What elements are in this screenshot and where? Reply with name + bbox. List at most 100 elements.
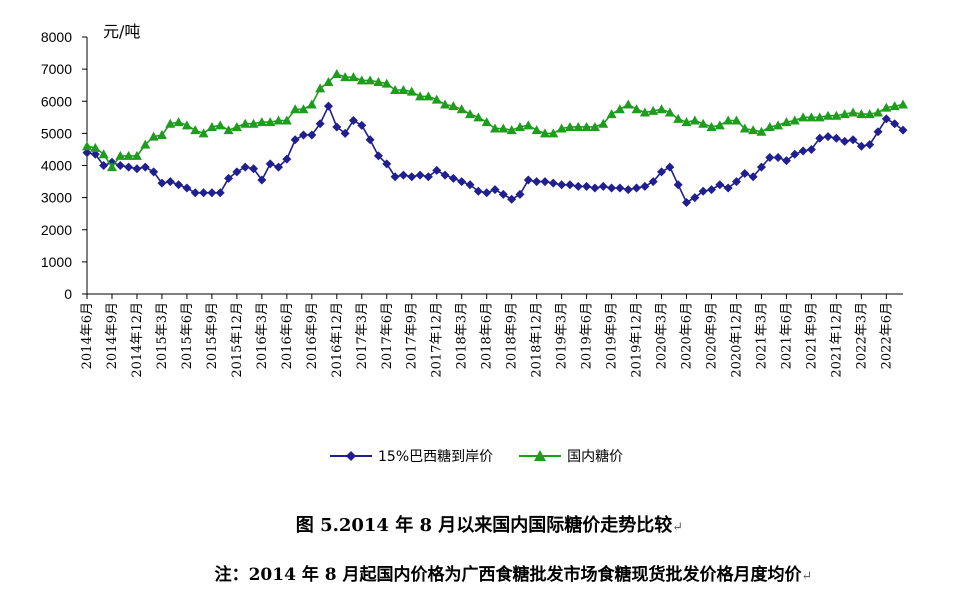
data-point	[348, 72, 359, 82]
data-point	[157, 178, 167, 188]
data-point	[698, 118, 709, 128]
data-point	[165, 177, 175, 187]
data-point	[823, 110, 834, 120]
data-point	[814, 112, 825, 122]
data-point	[415, 170, 425, 180]
data-point	[714, 120, 725, 130]
data-point	[232, 167, 242, 177]
data-point	[373, 151, 383, 161]
data-point	[664, 107, 675, 117]
data-point	[798, 112, 809, 122]
data-point	[514, 121, 525, 131]
chart-legend: 15%巴西糖到岸价 国内糖价	[330, 445, 623, 467]
data-point	[298, 104, 309, 114]
x-tick-label: 2015年9月	[205, 302, 220, 369]
data-point	[815, 133, 825, 143]
x-tick-label: 2019年6月	[580, 302, 595, 369]
data-point	[240, 118, 251, 128]
data-point	[99, 161, 109, 170]
data-point	[465, 180, 475, 190]
data-point	[648, 105, 659, 115]
figure-note: 注：2014 年 8 月起国内价格为广西食糖批发市场食糖现货批发价格月度均价	[214, 565, 802, 585]
figure-note-row: 注：2014 年 8 月起国内价格为广西食糖批发市场食糖现货批发价格月度均价↵	[48, 560, 979, 585]
data-point	[440, 170, 450, 180]
data-point	[657, 167, 667, 177]
data-point	[898, 125, 908, 135]
x-tick-label: 2021年6月	[779, 302, 794, 369]
data-point	[198, 128, 209, 138]
x-tick-label: 2019年3月	[555, 302, 570, 369]
data-point	[307, 130, 317, 140]
data-point	[756, 126, 767, 136]
data-point	[90, 149, 100, 159]
data-point	[607, 183, 617, 193]
data-point	[148, 131, 159, 141]
data-point	[490, 123, 500, 133]
data-point	[273, 115, 284, 125]
x-tick-label: 2021年12月	[829, 302, 844, 378]
return-mark-icon: ↵	[801, 569, 813, 584]
data-point	[215, 120, 226, 130]
y-axis-ticks: 0 1000 2000 3000 4000 5000 6000 7000 8000	[41, 29, 87, 302]
data-point	[673, 180, 683, 190]
data-point	[265, 159, 275, 169]
x-tick-label: 2019年9月	[605, 302, 620, 369]
data-point	[140, 139, 151, 149]
data-point	[865, 140, 875, 150]
data-point	[457, 177, 467, 187]
data-point	[281, 115, 292, 125]
line-chart: 0 1000 2000 3000 4000 5000 6000 7000 8000 2014年6…	[41, 22, 908, 378]
x-tick-label: 2014年9月	[105, 302, 120, 369]
x-tick-label: 2017年6月	[380, 302, 395, 369]
data-point	[398, 170, 408, 180]
data-point	[482, 188, 492, 198]
data-point	[690, 193, 700, 203]
data-point	[532, 177, 542, 187]
data-point	[98, 149, 109, 159]
series-0	[82, 101, 908, 207]
data-point	[539, 128, 550, 138]
data-point	[873, 107, 884, 117]
data-point	[673, 113, 684, 123]
data-point	[431, 94, 442, 104]
x-tick-label: 2020年6月	[680, 302, 695, 369]
return-mark-icon: ↵	[672, 520, 684, 535]
data-point	[606, 109, 617, 119]
legend-item-brazil-sugar: 15%巴西糖到岸价	[330, 446, 493, 466]
data-point	[231, 121, 242, 131]
data-point	[573, 181, 583, 191]
y-tick-label: 1000	[41, 254, 72, 270]
y-tick-label: 8000	[41, 29, 72, 45]
data-point	[256, 117, 267, 127]
x-tick-label: 2016年9月	[305, 302, 320, 369]
data-point	[623, 185, 633, 195]
data-point	[481, 117, 492, 127]
data-point	[132, 164, 142, 174]
x-tick-label: 2014年6月	[80, 302, 95, 369]
data-point	[115, 150, 126, 160]
data-point	[115, 161, 125, 170]
figure-caption: 图 5.2014 年 8 月以来国内国际糖价走势比较↵	[0, 511, 979, 537]
figure-title: 图 5.2014 年 8 月以来国内国际糖价走势比较	[295, 515, 673, 536]
data-point	[423, 172, 433, 182]
data-point	[381, 78, 392, 88]
data-point	[573, 121, 584, 131]
data-point	[739, 123, 750, 133]
x-tick-label: 2018年12月	[530, 302, 545, 378]
data-point	[124, 162, 134, 172]
data-point	[315, 83, 326, 93]
data-point	[640, 181, 650, 191]
data-point	[382, 159, 392, 169]
data-point	[689, 115, 700, 125]
data-point	[523, 175, 533, 185]
data-point	[531, 125, 542, 135]
data-point	[390, 172, 400, 182]
data-point	[665, 162, 675, 172]
data-point	[448, 173, 458, 183]
data-point	[223, 125, 234, 135]
data-point	[581, 121, 592, 131]
data-point	[182, 183, 192, 193]
x-tick-label: 2020年12月	[729, 302, 744, 378]
data-point	[740, 169, 750, 179]
data-point	[373, 76, 384, 86]
